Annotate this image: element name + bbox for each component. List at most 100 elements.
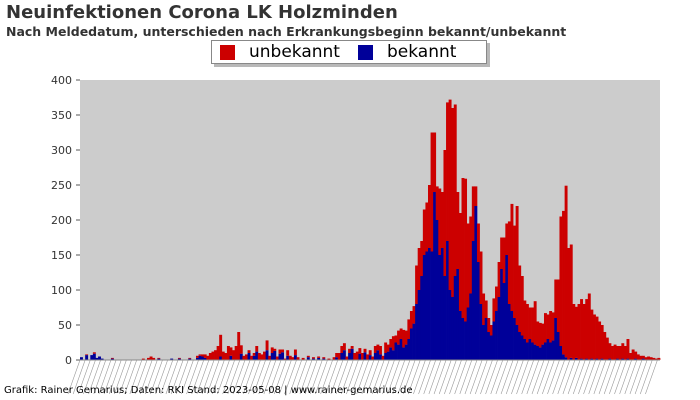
bar-bekannt <box>564 357 568 360</box>
x-tick-mark <box>428 359 442 395</box>
bar-unbekannt <box>270 347 274 353</box>
bar-bekannt <box>100 358 104 360</box>
bar-unbekannt <box>381 355 385 360</box>
x-tick-mark <box>88 359 101 395</box>
bar-unbekannt <box>600 325 604 359</box>
bar-bekannt <box>196 357 199 360</box>
bar-bekannt <box>574 357 578 360</box>
bar-unbekannt <box>564 185 568 358</box>
bar-bekannt <box>520 335 524 360</box>
bar-unbekannt <box>518 265 522 332</box>
bar-unbekannt <box>275 356 279 360</box>
x-tick-mark <box>78 359 91 395</box>
chart-title: Neuinfektionen Corona LK Holzminden <box>6 2 398 23</box>
legend-label-bekannt: bekannt <box>386 42 457 62</box>
x-tick-mark <box>108 359 122 395</box>
bar-unbekannt <box>484 300 488 318</box>
x-tick-mark <box>402 359 416 395</box>
bar-unbekannt <box>430 132 434 252</box>
x-tick-mark <box>304 359 318 395</box>
bar-bekannt <box>363 352 367 360</box>
bar-bekannt <box>458 311 462 360</box>
bar-bekannt <box>342 350 346 360</box>
x-tick-mark <box>155 359 168 395</box>
x-tick-mark <box>186 359 199 395</box>
bar-bekannt <box>188 358 192 360</box>
x-tick-mark <box>454 359 467 395</box>
bar-unbekannt <box>582 304 586 360</box>
x-tick-mark <box>624 359 638 395</box>
bar-bekannt <box>556 332 560 360</box>
bar-bekannt <box>495 311 498 360</box>
bar-unbekannt <box>528 307 532 339</box>
x-tick-mark <box>639 359 653 395</box>
bar-unbekannt <box>394 335 398 343</box>
bar-bekannt <box>412 323 416 360</box>
bar-unbekannt <box>515 206 519 325</box>
y-tick-label: 50 <box>58 319 72 332</box>
x-tick-mark <box>392 359 406 395</box>
bar-unbekannt <box>157 357 161 359</box>
y-tick-label: 250 <box>51 179 72 192</box>
bar-bekannt <box>92 353 96 360</box>
bar-unbekannt <box>559 216 563 346</box>
bar-unbekannt <box>402 329 406 348</box>
bar-bekannt <box>616 358 620 360</box>
bar-bekannt <box>487 332 491 360</box>
x-tick-mark <box>588 359 601 395</box>
bar-bekannt <box>198 355 202 360</box>
bar-bekannt <box>430 251 434 360</box>
bar-bekannt <box>536 346 540 360</box>
x-tick-mark <box>578 359 591 395</box>
x-tick-mark <box>150 359 163 395</box>
bar-unbekannt <box>549 311 553 343</box>
x-tick-mark <box>310 359 323 395</box>
x-tick-mark <box>407 359 421 395</box>
bar-bekannt <box>270 353 274 360</box>
bar-bekannt <box>95 357 99 360</box>
bar-unbekannt <box>567 248 571 360</box>
bar-bekannt <box>476 262 480 360</box>
bar-unbekannt <box>216 346 220 360</box>
bar-unbekannt <box>598 321 602 360</box>
bar-unbekannt <box>384 342 388 353</box>
bar-bekannt <box>544 342 547 360</box>
legend-swatch-bekannt <box>357 44 373 60</box>
x-tick-mark <box>103 359 117 395</box>
x-tick-mark <box>284 359 297 395</box>
bar-unbekannt <box>350 346 354 349</box>
bar-unbekannt <box>453 104 457 276</box>
bar-bekannt <box>317 357 321 360</box>
bar-bekannt <box>340 353 344 360</box>
bar-unbekannt <box>389 339 393 348</box>
bar-unbekannt <box>373 346 377 353</box>
bar-unbekannt <box>458 213 462 311</box>
bar-bekannt <box>312 358 315 360</box>
bar-unbekannt <box>608 343 612 359</box>
bar-unbekannt <box>301 357 305 360</box>
bar-unbekannt <box>536 321 540 346</box>
bar-bekannt <box>177 358 181 360</box>
x-tick-mark <box>366 359 380 395</box>
bar-bekannt <box>229 355 233 360</box>
x-tick-mark <box>268 359 282 395</box>
x-tick-mark <box>335 359 349 395</box>
bar-bekannt <box>404 344 408 360</box>
bar-bekannt <box>510 311 514 360</box>
bar-unbekannt <box>379 346 382 355</box>
x-tick-mark <box>593 359 607 395</box>
x-tick-mark <box>134 359 148 395</box>
bar-unbekannt <box>495 286 498 311</box>
bar-unbekannt <box>286 350 290 356</box>
bar-unbekannt <box>340 346 344 353</box>
bar-unbekannt <box>335 353 339 358</box>
x-tick-mark <box>371 359 385 395</box>
x-tick-mark <box>397 359 411 395</box>
bar-unbekannt <box>234 346 238 360</box>
bar-unbekannt <box>474 186 478 206</box>
x-tick-mark <box>361 359 375 395</box>
bar-unbekannt <box>244 354 248 360</box>
y-tick-label: 150 <box>51 249 72 262</box>
bar-unbekannt <box>492 298 496 322</box>
bar-unbekannt <box>221 351 225 360</box>
